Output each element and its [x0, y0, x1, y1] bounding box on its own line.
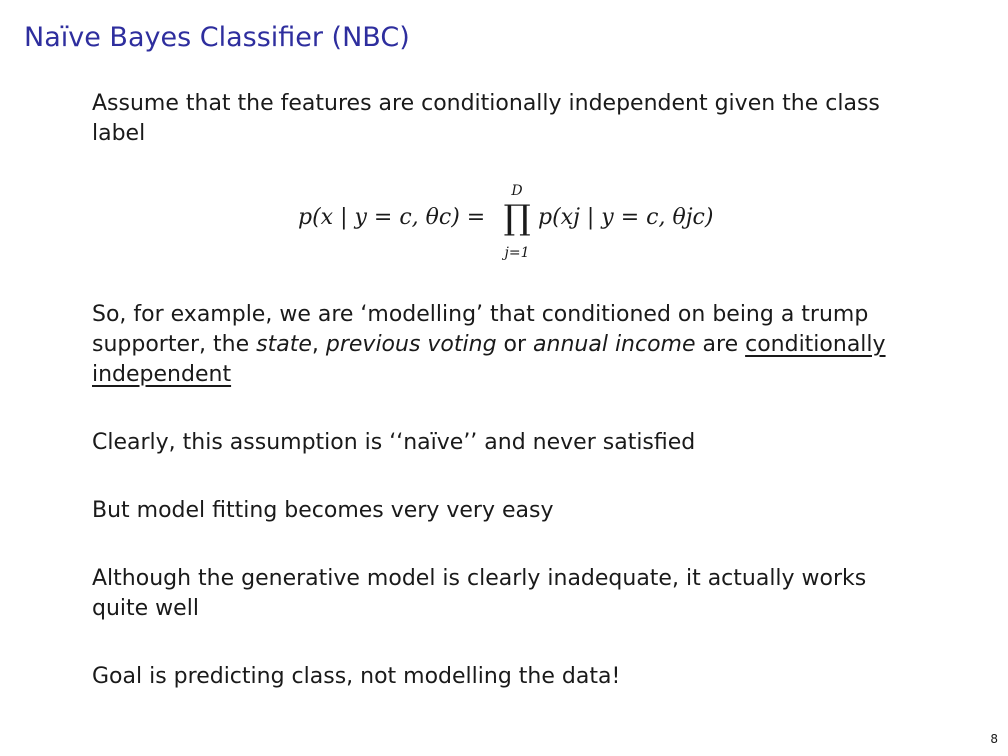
product-upper-limit: D: [511, 183, 523, 199]
annual-income-term: annual income: [533, 332, 696, 357]
conditionally-independent-term: conditionally independent: [92, 332, 886, 387]
example-text: So, for example, we are ‘modelling’ that…: [92, 302, 869, 357]
state-term: state: [256, 332, 312, 357]
page-number: 8: [990, 732, 998, 746]
works-well-point: Although the generative model is clearly…: [92, 566, 867, 621]
naive-assumption-point: Clearly, this assumption is ‘‘naïve’’ an…: [92, 430, 696, 455]
slide-title: Naïve Bayes Classifier (NBC): [24, 22, 410, 53]
comma-text: ,: [311, 332, 326, 357]
or-text: or: [496, 332, 534, 357]
product-formula: p(x | y = c, θc) = D ∏ j=1 p(xj | y = c,…: [298, 183, 738, 265]
goal-point: Goal is predicting class, not modelling …: [92, 664, 621, 689]
formula-lhs: p(x | y = c, θc) =: [298, 205, 486, 230]
formula-rhs: p(xj | y = c, θjc): [538, 205, 714, 230]
product-operator: D ∏ j=1: [496, 183, 538, 265]
are-text: are: [695, 332, 746, 357]
product-lower-limit: j=1: [504, 245, 530, 261]
example-paragraph: So, for example, we are ‘modelling’ that…: [92, 300, 912, 390]
intro-paragraph: Assume that the features are conditional…: [92, 91, 880, 146]
easy-fitting-point: But model fitting becomes very very easy: [92, 498, 554, 523]
previous-voting-term: previous voting: [325, 332, 497, 357]
product-symbol: ∏: [503, 198, 531, 238]
